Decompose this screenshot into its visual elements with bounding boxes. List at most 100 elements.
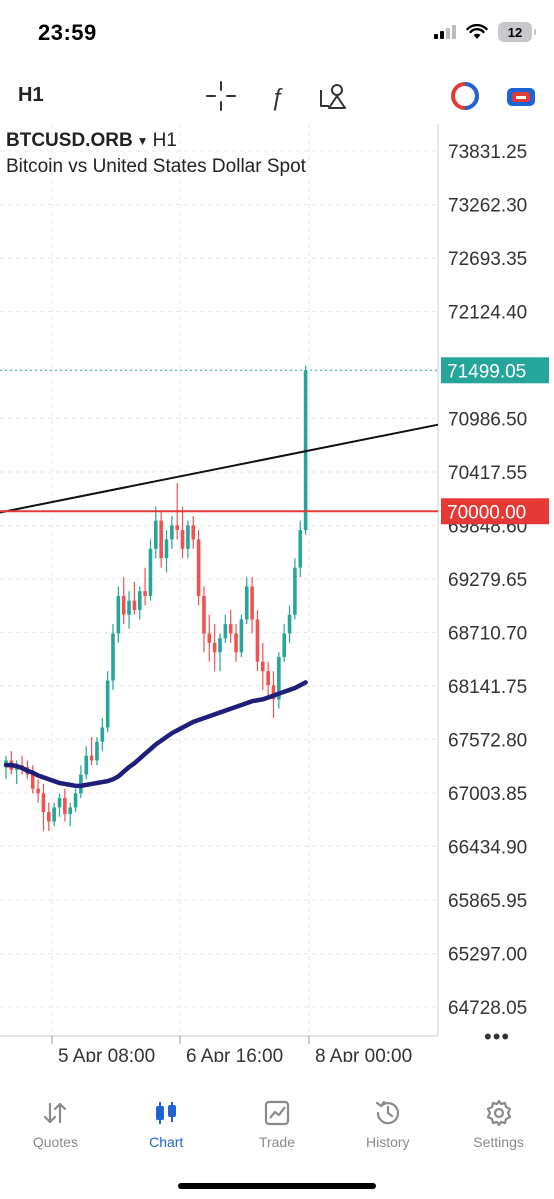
crosshair-icon[interactable] xyxy=(203,78,239,114)
price-tick-label: 67572.80 xyxy=(448,731,527,752)
status-bar: 23:59 12 xyxy=(0,0,554,64)
timeframe-button[interactable]: H1 xyxy=(18,84,44,106)
time-tick-label: 5 Apr 08:00 xyxy=(58,1046,155,1062)
nav-quotes[interactable]: Quotes xyxy=(0,1090,111,1199)
candle-body xyxy=(137,591,142,610)
history-icon xyxy=(375,1100,399,1125)
status-icons: 12 xyxy=(434,22,536,42)
current-price-label: 71499.05 xyxy=(447,361,526,382)
nav-trade[interactable]: Trade xyxy=(222,1090,333,1199)
candle-body xyxy=(207,633,212,643)
candle-body xyxy=(68,807,72,815)
chart-canvas[interactable]: 73831.25 73262.30 72693.35 72124.40 70986.50… xyxy=(0,124,554,1067)
candle-body xyxy=(89,755,94,761)
price-tick-label: 66434.90 xyxy=(448,838,527,859)
candle-body xyxy=(132,600,137,610)
status-time: 23:59 xyxy=(38,20,97,45)
price-tick-label: 70986.50 xyxy=(448,410,527,431)
price-tick-label: 69279.65 xyxy=(448,570,527,591)
candle-body xyxy=(191,525,196,540)
candle-body xyxy=(186,525,190,549)
price-tick-label: 72693.35 xyxy=(448,249,527,270)
horizontal-level-label: 70000.00 xyxy=(447,502,526,523)
nav-trade-label: Trade xyxy=(258,1134,296,1150)
candle-body xyxy=(52,807,56,822)
battery-icon: 12 xyxy=(498,22,536,42)
candle-body xyxy=(271,685,276,700)
candle-body xyxy=(159,520,163,559)
chart-symbol-title[interactable]: BTCUSD.ORB ▼ H1 xyxy=(6,130,177,152)
candle-body xyxy=(143,591,147,596)
candle-body xyxy=(287,614,292,634)
candle-body xyxy=(4,760,8,766)
candle-body xyxy=(36,788,40,794)
candle-body xyxy=(170,525,174,540)
chart-toolbar: H1 ƒ xyxy=(0,66,554,124)
price-tick-label: 72124.40 xyxy=(448,303,527,324)
candle-body xyxy=(180,530,185,549)
candle-body xyxy=(196,539,201,596)
candle-body xyxy=(250,586,254,620)
candle-body xyxy=(212,642,217,653)
candle-body xyxy=(255,619,260,662)
candle-body xyxy=(121,595,126,615)
candle-body xyxy=(116,595,121,634)
time-tick-label: 8 Apr 00:00 xyxy=(315,1046,412,1062)
one-click-trading-icon[interactable] xyxy=(447,78,483,114)
candle-body xyxy=(175,525,179,531)
objects-icon[interactable] xyxy=(315,78,351,114)
price-tick-label: 68710.70 xyxy=(448,624,527,645)
price-tick-label: 65297.00 xyxy=(448,945,527,966)
candle-body xyxy=(63,798,67,815)
chart-timeframe-label: H1 xyxy=(152,130,177,151)
nav-settings[interactable]: Settings xyxy=(443,1090,554,1199)
candle-body xyxy=(111,633,115,681)
candle-body xyxy=(47,812,51,822)
candle-body xyxy=(127,600,131,615)
price-tick-label: 65865.95 xyxy=(448,891,527,912)
candle-body xyxy=(261,661,265,672)
current-price-tag xyxy=(441,357,549,384)
price-tick-label: 73262.30 xyxy=(448,196,527,217)
nav-quotes-label: Quotes xyxy=(32,1134,78,1150)
nav-history[interactable]: History xyxy=(332,1090,443,1199)
candle-body xyxy=(154,520,158,549)
chart-icon xyxy=(156,1102,177,1124)
cellular-signal-icon xyxy=(434,25,456,39)
more-options-icon[interactable]: ••• xyxy=(484,1024,511,1049)
candle-body xyxy=(303,370,308,531)
bottom-nav: Quotes Chart Trade History xyxy=(0,1090,554,1199)
trade-icon xyxy=(264,1100,290,1126)
candle-body xyxy=(228,624,233,634)
nav-chart-label: Chart xyxy=(149,1134,184,1150)
nav-settings-label: Settings xyxy=(473,1134,524,1150)
candle-body xyxy=(30,774,35,789)
candle-body xyxy=(244,586,249,620)
candle-body xyxy=(100,727,105,742)
candle-body xyxy=(282,633,286,658)
candle-body xyxy=(293,567,297,615)
price-tick-label: 73831.25 xyxy=(448,142,527,163)
time-tick-label: 6 Apr 16:00 xyxy=(186,1046,283,1062)
candle-body xyxy=(223,624,228,639)
horizontal-level-tag xyxy=(441,498,549,525)
candle-body xyxy=(95,741,99,761)
price-tick-label: 64728.05 xyxy=(448,998,527,1019)
candle-body xyxy=(57,798,62,808)
trade-toggle-icon[interactable] xyxy=(503,78,539,114)
price-tick-label: 70417.55 xyxy=(448,463,527,484)
caret-down-icon: ▼ xyxy=(136,133,149,148)
nav-chart[interactable]: Chart xyxy=(111,1090,222,1199)
price-tick-label: 68141.75 xyxy=(448,677,527,698)
indicators-icon[interactable]: ƒ xyxy=(259,78,295,114)
candle-body xyxy=(84,755,89,775)
candle-body xyxy=(41,793,46,813)
symbol-label: BTCUSD.ORB xyxy=(6,130,133,151)
candle-body xyxy=(202,595,206,634)
candle-body xyxy=(148,548,153,596)
candle-body xyxy=(73,793,78,808)
candle-body xyxy=(105,680,110,728)
candle-body xyxy=(298,530,303,568)
home-indicator xyxy=(178,1183,376,1189)
price-chart[interactable]: 73831.25 73262.30 72693.35 72124.40 70986.50… xyxy=(0,124,554,1067)
